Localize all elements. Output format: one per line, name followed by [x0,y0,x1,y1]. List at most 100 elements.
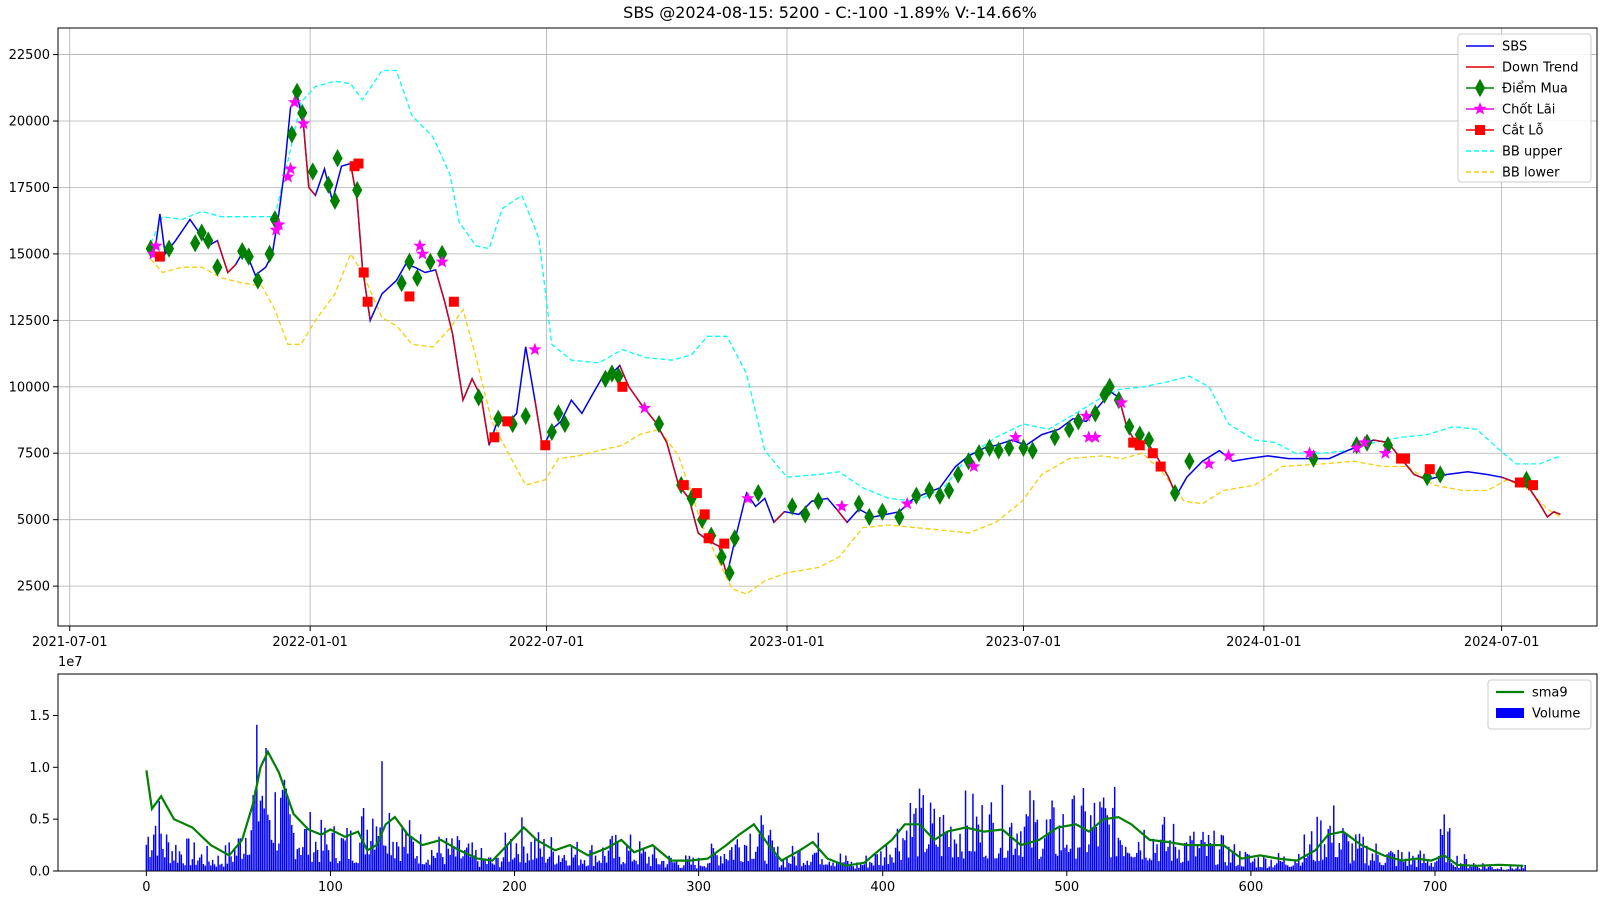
legend-label: BB lower [1502,166,1560,181]
volume-bar [478,866,481,871]
volume-bar [1115,856,1118,871]
volume-bar [677,864,680,871]
volume-bar [834,866,836,871]
volume-bar [1507,869,1510,871]
buy-marker [993,441,1004,460]
volume-bar [1217,864,1219,871]
volume-bar [1042,848,1044,871]
volume-bar [1051,800,1053,871]
buy-marker [1099,385,1110,404]
stop-loss-marker [489,432,500,443]
volume-bar [176,862,179,871]
volume-bar [482,860,484,871]
volume-bar [257,821,260,871]
take-profit-marker [835,499,849,512]
stop-loss-marker [691,488,702,499]
volume-bar [1218,849,1221,871]
legend-marker [1474,78,1486,98]
volume-bar [778,867,781,871]
volume-bar [902,838,904,871]
stop-loss-marker [617,381,628,392]
volume-bar [561,858,564,871]
volume-bar [841,862,843,871]
volume-bar [650,866,652,871]
buy-marker [877,502,888,521]
buy-marker [1027,441,1038,460]
volume-bar [904,840,906,871]
volume-bar [1428,865,1431,871]
volume-bar [287,799,289,871]
take-profit-marker [900,496,914,510]
take-profit-marker [281,169,295,183]
volume-bar [594,855,597,871]
volume-bar [1263,855,1265,871]
volume-bar [515,843,518,871]
buy-marker [1073,412,1084,431]
volume-bar [1425,863,1427,871]
legend-label: Chốt Lãi [1502,103,1555,118]
volume-bar [230,856,232,871]
volume-bar [988,814,991,871]
volume-bar [361,816,363,871]
volume-bar [620,864,623,871]
volume-bar [837,864,840,871]
volume-bar [165,834,168,871]
buy-marker [292,82,303,101]
volume-bar [296,849,299,871]
volume-bar [918,788,921,871]
x-tick-label: 200 [502,880,527,895]
volume-bar [342,838,345,871]
volume-bar [1253,858,1256,871]
volume-bar [1366,845,1368,871]
volume-bar [1307,855,1309,871]
volume-bar [410,836,413,871]
volume-bar [248,854,251,871]
volume-bar [1121,844,1123,871]
buy-marker [332,149,343,168]
volume-bar [337,863,339,871]
volume-bar [1119,840,1121,871]
take-profit-marker [638,401,652,414]
volume-bar [788,862,790,871]
volume-bar [587,865,589,871]
volume-bar [545,862,547,871]
volume-bar [839,853,842,871]
volume-bar [1421,863,1423,871]
volume-bar [300,855,302,871]
volume-bar [1261,867,1263,871]
volume-bar [1441,835,1444,871]
volume-bar [1056,855,1059,871]
volume-bar [1007,850,1009,871]
stop-loss-marker [540,440,551,451]
take-profit-marker [741,491,755,505]
volume-bar [1117,837,1120,871]
volume-bar [992,822,994,871]
y-tick-label: 1.5 [29,709,50,724]
volume-bar [926,848,928,871]
volume-bar [576,841,578,871]
volume-bar [1191,840,1193,871]
volume-bar [1443,814,1445,871]
volume-bar [464,850,466,871]
volume-bar [1178,849,1180,871]
volume-bar [974,851,976,871]
volume-bar [950,826,952,871]
volume-bar [885,843,888,871]
volume-bar [401,826,403,871]
volume-bar [1414,860,1416,871]
volume-bar [1134,856,1136,871]
volume-bar [222,866,225,871]
volume-bar [1108,824,1110,871]
volume-bar [421,864,424,871]
volume-bar [754,851,757,871]
volume-bar [156,855,159,871]
volume-bar [499,867,501,871]
volume-bar [327,850,330,871]
volume-bar [184,865,186,871]
volume-bar [1417,854,1420,871]
take-profit-marker [287,95,302,109]
volume-bar [552,851,554,871]
volume-bar [924,852,926,871]
stop-loss-marker [362,296,373,307]
chart-title: SBS @2024-08-15: 5200 - C:-100 -1.89% V:… [623,3,1037,22]
